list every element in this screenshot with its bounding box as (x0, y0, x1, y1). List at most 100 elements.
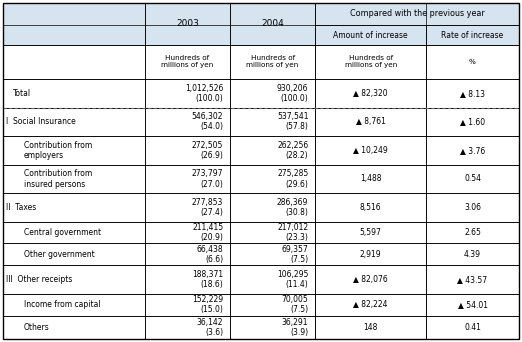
Bar (315, 265, 426, 294)
Text: 2003: 2003 (176, 19, 199, 28)
Text: ▲ 54.01: ▲ 54.01 (458, 300, 488, 309)
Text: 152,229
(15.0): 152,229 (15.0) (192, 295, 223, 314)
Bar (145, 165, 230, 193)
Text: 0.41: 0.41 (464, 323, 481, 332)
Bar (3, 222, 145, 244)
Text: ▲ 8,761: ▲ 8,761 (355, 117, 386, 126)
Bar (426, 25, 519, 45)
Bar (3, 265, 145, 294)
Bar (230, 244, 315, 265)
Bar (426, 244, 519, 265)
Text: Amount of increase: Amount of increase (334, 30, 408, 39)
Bar (145, 193, 230, 222)
Bar (145, 244, 230, 265)
Bar (426, 79, 519, 107)
Text: %: % (469, 59, 476, 65)
Bar (230, 107, 315, 136)
Text: ▲ 3.76: ▲ 3.76 (460, 146, 485, 155)
Text: ▲ 8.13: ▲ 8.13 (460, 89, 485, 98)
Bar (3, 136, 145, 165)
Text: 3.06: 3.06 (464, 203, 481, 212)
Bar (3, 79, 145, 107)
Text: Hundreds of
millions of yen: Hundreds of millions of yen (246, 55, 299, 68)
Text: 148: 148 (363, 323, 378, 332)
Bar (315, 136, 426, 165)
Bar (315, 316, 426, 339)
Text: ▲ 82,224: ▲ 82,224 (353, 300, 388, 309)
Bar (315, 222, 426, 244)
Bar (145, 45, 230, 79)
Text: Rate of increase: Rate of increase (442, 30, 504, 39)
Bar (426, 45, 519, 79)
Bar (145, 265, 230, 294)
Bar (3, 316, 145, 339)
Text: Other government: Other government (23, 250, 94, 259)
Bar (145, 316, 230, 339)
Bar (315, 193, 426, 222)
Text: 1,012,526
(100.0): 1,012,526 (100.0) (185, 83, 223, 103)
Bar (145, 79, 230, 107)
Text: ▲ 10,249: ▲ 10,249 (353, 146, 388, 155)
Bar (3, 294, 145, 316)
Text: 262,256
(28.2): 262,256 (28.2) (277, 141, 309, 160)
Bar (315, 165, 426, 193)
Text: 106,295
(11.4): 106,295 (11.4) (277, 270, 309, 289)
Bar (3, 165, 145, 193)
Bar (145, 3, 230, 45)
Text: Others: Others (23, 323, 50, 332)
Text: 537,541
(57.8): 537,541 (57.8) (277, 112, 309, 131)
Text: ▲ 82,076: ▲ 82,076 (353, 275, 388, 284)
Bar (315, 244, 426, 265)
Bar (315, 107, 426, 136)
Bar (3, 107, 145, 136)
Bar (230, 294, 315, 316)
Bar (426, 193, 519, 222)
Text: II  Taxes: II Taxes (6, 203, 36, 212)
Bar (230, 165, 315, 193)
Text: 188,371
(18.6): 188,371 (18.6) (192, 270, 223, 289)
Text: Hundreds of
millions of yen: Hundreds of millions of yen (161, 55, 213, 68)
Bar (145, 222, 230, 244)
Text: Central government: Central government (23, 228, 101, 237)
Text: I  Social Insurance: I Social Insurance (6, 117, 75, 126)
Bar (230, 193, 315, 222)
Text: 273,797
(27.0): 273,797 (27.0) (192, 169, 223, 188)
Bar (426, 222, 519, 244)
Bar (315, 25, 426, 45)
Text: 66,438
(6.6): 66,438 (6.6) (197, 245, 223, 264)
Bar (426, 136, 519, 165)
Bar (315, 79, 426, 107)
Bar (3, 193, 145, 222)
Bar (230, 79, 315, 107)
Bar (230, 136, 315, 165)
Text: 217,012
(23.3): 217,012 (23.3) (277, 223, 309, 242)
Bar (426, 265, 519, 294)
Bar (230, 3, 315, 45)
Text: ▲ 1.60: ▲ 1.60 (460, 117, 485, 126)
Bar (315, 294, 426, 316)
Text: 0.54: 0.54 (464, 174, 481, 183)
Text: Income from capital: Income from capital (23, 300, 100, 309)
Text: 36,291
(3.9): 36,291 (3.9) (282, 318, 309, 337)
Bar (426, 107, 519, 136)
Bar (426, 165, 519, 193)
Text: 5,597: 5,597 (360, 228, 382, 237)
Bar (315, 3, 519, 25)
Text: 36,142
(3.6): 36,142 (3.6) (197, 318, 223, 337)
Text: 277,853
(27.4): 277,853 (27.4) (192, 198, 223, 217)
Text: Compared with the previous year: Compared with the previous year (350, 10, 484, 18)
Text: 546,302
(54.0): 546,302 (54.0) (192, 112, 223, 131)
Text: 275,285
(29.6): 275,285 (29.6) (277, 169, 309, 188)
Text: Contribution from
insured persons: Contribution from insured persons (23, 169, 92, 188)
Text: 2004: 2004 (261, 19, 284, 28)
Bar (426, 316, 519, 339)
Bar (3, 3, 145, 45)
Text: 69,357
(7.5): 69,357 (7.5) (281, 245, 309, 264)
Text: Hundreds of
millions of yen: Hundreds of millions of yen (345, 55, 397, 68)
Text: 4.39: 4.39 (464, 250, 481, 259)
Bar (315, 45, 426, 79)
Bar (230, 316, 315, 339)
Bar (3, 45, 145, 79)
Text: 211,415
(20.9): 211,415 (20.9) (192, 223, 223, 242)
Bar (230, 222, 315, 244)
